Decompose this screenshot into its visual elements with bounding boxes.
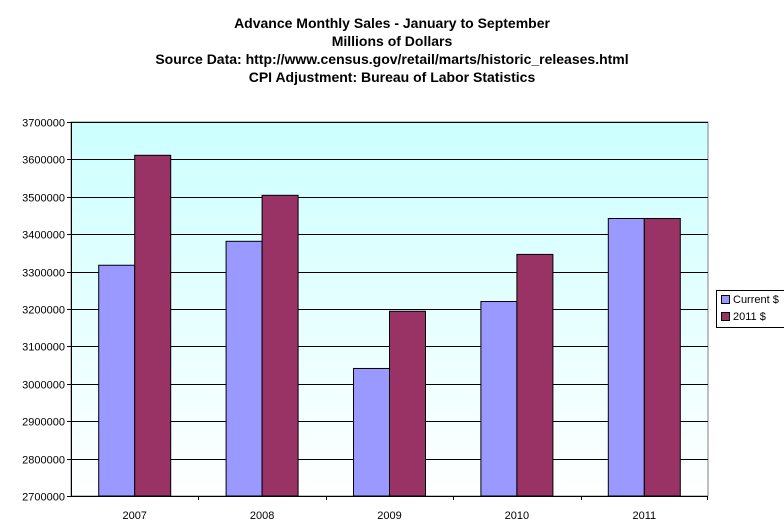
y-tick-label: 3700000: [22, 118, 65, 130]
bar-2010-series-1: [516, 253, 554, 497]
axes: 2700000 2800000 2900000 3000000 3100000 32000…: [22, 118, 708, 522]
bars: [98, 154, 681, 497]
x-tick-label: 2011: [632, 510, 656, 522]
bar-2011-series-0: [607, 217, 645, 497]
y-tick-label: 3600000: [22, 155, 65, 167]
legend-label-2011: 2011 $: [733, 310, 766, 323]
bar-2008-series-0: [225, 240, 263, 497]
bar-2009-series-1: [389, 310, 426, 497]
bar-2010-series-0: [480, 301, 518, 497]
y-tick-label: 3100000: [22, 342, 65, 354]
bar-2011-series-1: [643, 217, 681, 497]
y-tick-label: 2900000: [22, 417, 65, 429]
legend-label-current: Current $: [733, 293, 779, 306]
y-tick-label: 2700000: [22, 492, 65, 504]
legend-swatch-current: [721, 295, 730, 304]
bar-2007-series-1: [134, 154, 172, 497]
legend-item-2011: 2011 $: [717, 308, 784, 325]
y-tick-label: 3300000: [22, 268, 65, 280]
x-tick-label: 2010: [505, 510, 529, 522]
chart-title-line-4: CPI Adjustment: Bureau of Labor Statisti…: [248, 69, 536, 85]
legend: Current $ 2011 $: [716, 290, 784, 328]
chart-title-line-1: Advance Monthly Sales - January to Septe…: [234, 15, 550, 31]
chart-title-line-2: Millions of Dollars: [331, 33, 453, 49]
legend-swatch-2011: [721, 312, 730, 321]
x-tick-label: 2007: [122, 510, 146, 522]
x-tick-label: 2009: [377, 510, 401, 522]
bar-2007-series-0: [98, 264, 136, 497]
y-tick-label: 3200000: [22, 305, 65, 317]
y-tick-label: 3500000: [22, 193, 65, 205]
legend-item-current: Current $: [717, 291, 784, 308]
bar-2009-series-0: [353, 367, 390, 497]
y-tick-label: 3400000: [22, 230, 65, 242]
x-tick-label: 2008: [250, 510, 274, 522]
y-tick-label: 3000000: [22, 380, 65, 392]
bar-2008-series-1: [261, 194, 299, 497]
y-tick-label: 2800000: [22, 455, 65, 467]
chart-title: Advance Monthly Sales - January to Septe…: [0, 14, 784, 86]
chart-title-line-3: Source Data: http://www.census.gov/retai…: [155, 51, 629, 67]
